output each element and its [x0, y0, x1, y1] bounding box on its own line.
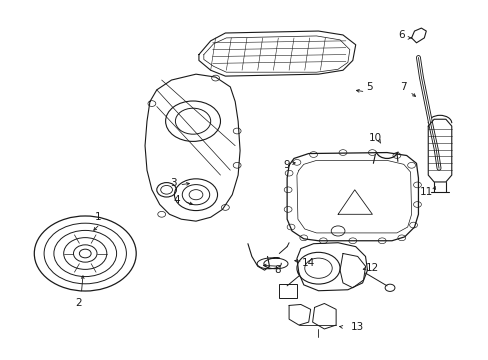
- Text: 6: 6: [398, 30, 404, 40]
- Text: 4: 4: [173, 195, 179, 204]
- Text: 8: 8: [273, 265, 280, 275]
- Text: 10: 10: [368, 133, 381, 143]
- Text: 1: 1: [95, 212, 101, 222]
- Text: 9: 9: [283, 160, 290, 170]
- Text: 7: 7: [400, 82, 406, 92]
- Text: 11: 11: [419, 187, 432, 197]
- Text: 14: 14: [302, 258, 315, 268]
- Text: 2: 2: [75, 297, 81, 307]
- Text: 13: 13: [350, 322, 364, 332]
- Text: 12: 12: [365, 263, 378, 273]
- Text: 5: 5: [366, 82, 372, 92]
- Text: 3: 3: [170, 178, 176, 188]
